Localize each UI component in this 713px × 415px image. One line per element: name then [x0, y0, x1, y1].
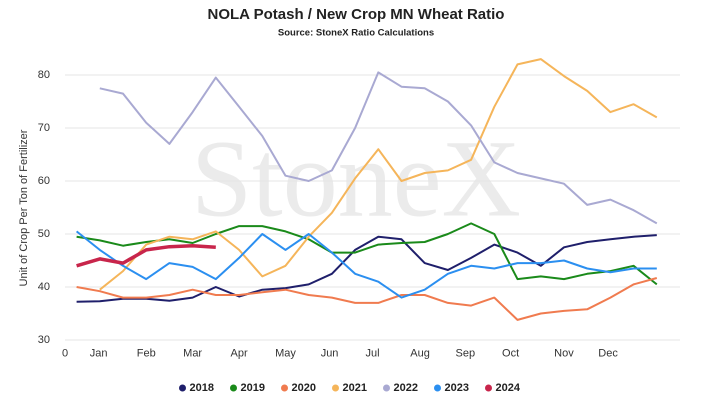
legend-marker — [332, 384, 339, 392]
chart-subtitle: Source: StoneX Ratio Calculations — [278, 28, 434, 39]
legend-label: 2023 — [445, 382, 469, 394]
x-tick-label: Jun — [321, 348, 339, 360]
x-tick-label: Oct — [502, 348, 519, 360]
legend-label: 2022 — [394, 382, 418, 394]
x-tick-label: Sep — [456, 348, 476, 360]
chart-title: NOLA Potash / New Crop MN Wheat Ratio — [208, 6, 505, 23]
x-tick-label: Nov — [554, 348, 574, 360]
x-tick-label: Dec — [598, 348, 618, 360]
legend-marker — [383, 384, 390, 392]
legend-label: 2024 — [496, 382, 521, 394]
legend-label: 2019 — [241, 382, 265, 394]
y-tick-label: 60 — [38, 175, 50, 187]
y-tick-label: 80 — [38, 69, 50, 81]
y-axis-title: Unit of Crop Per Ton of Fertilizer — [18, 129, 30, 286]
series-line — [76, 234, 657, 303]
series-line — [76, 243, 216, 268]
legend-marker — [434, 384, 441, 392]
series-line — [76, 277, 658, 321]
x-tick-label: May — [275, 348, 296, 360]
x-tick-label: 0 — [62, 348, 68, 360]
x-tick-label: Feb — [137, 348, 156, 360]
series-line — [76, 222, 658, 286]
x-tick-label: Jan — [90, 348, 108, 360]
series-line — [75, 230, 657, 299]
legend-marker — [179, 384, 186, 392]
y-tick-label: 50 — [38, 228, 50, 240]
legend-label: 2018 — [190, 382, 214, 394]
x-tick-label: Apr — [230, 348, 247, 360]
y-tick-label: 30 — [38, 334, 50, 346]
legend-label: 2021 — [343, 382, 367, 394]
legend-label: 2020 — [292, 382, 316, 394]
series-line — [99, 58, 658, 291]
x-tick-label: Mar — [183, 348, 202, 360]
legend-marker — [281, 384, 288, 392]
y-tick-label: 40 — [38, 281, 50, 293]
legend-marker — [230, 384, 237, 392]
x-tick-label: Aug — [410, 348, 430, 360]
legend-marker — [485, 384, 492, 392]
x-tick-label: Jul — [365, 348, 379, 360]
series-line — [99, 71, 658, 225]
y-tick-label: 70 — [38, 122, 50, 134]
